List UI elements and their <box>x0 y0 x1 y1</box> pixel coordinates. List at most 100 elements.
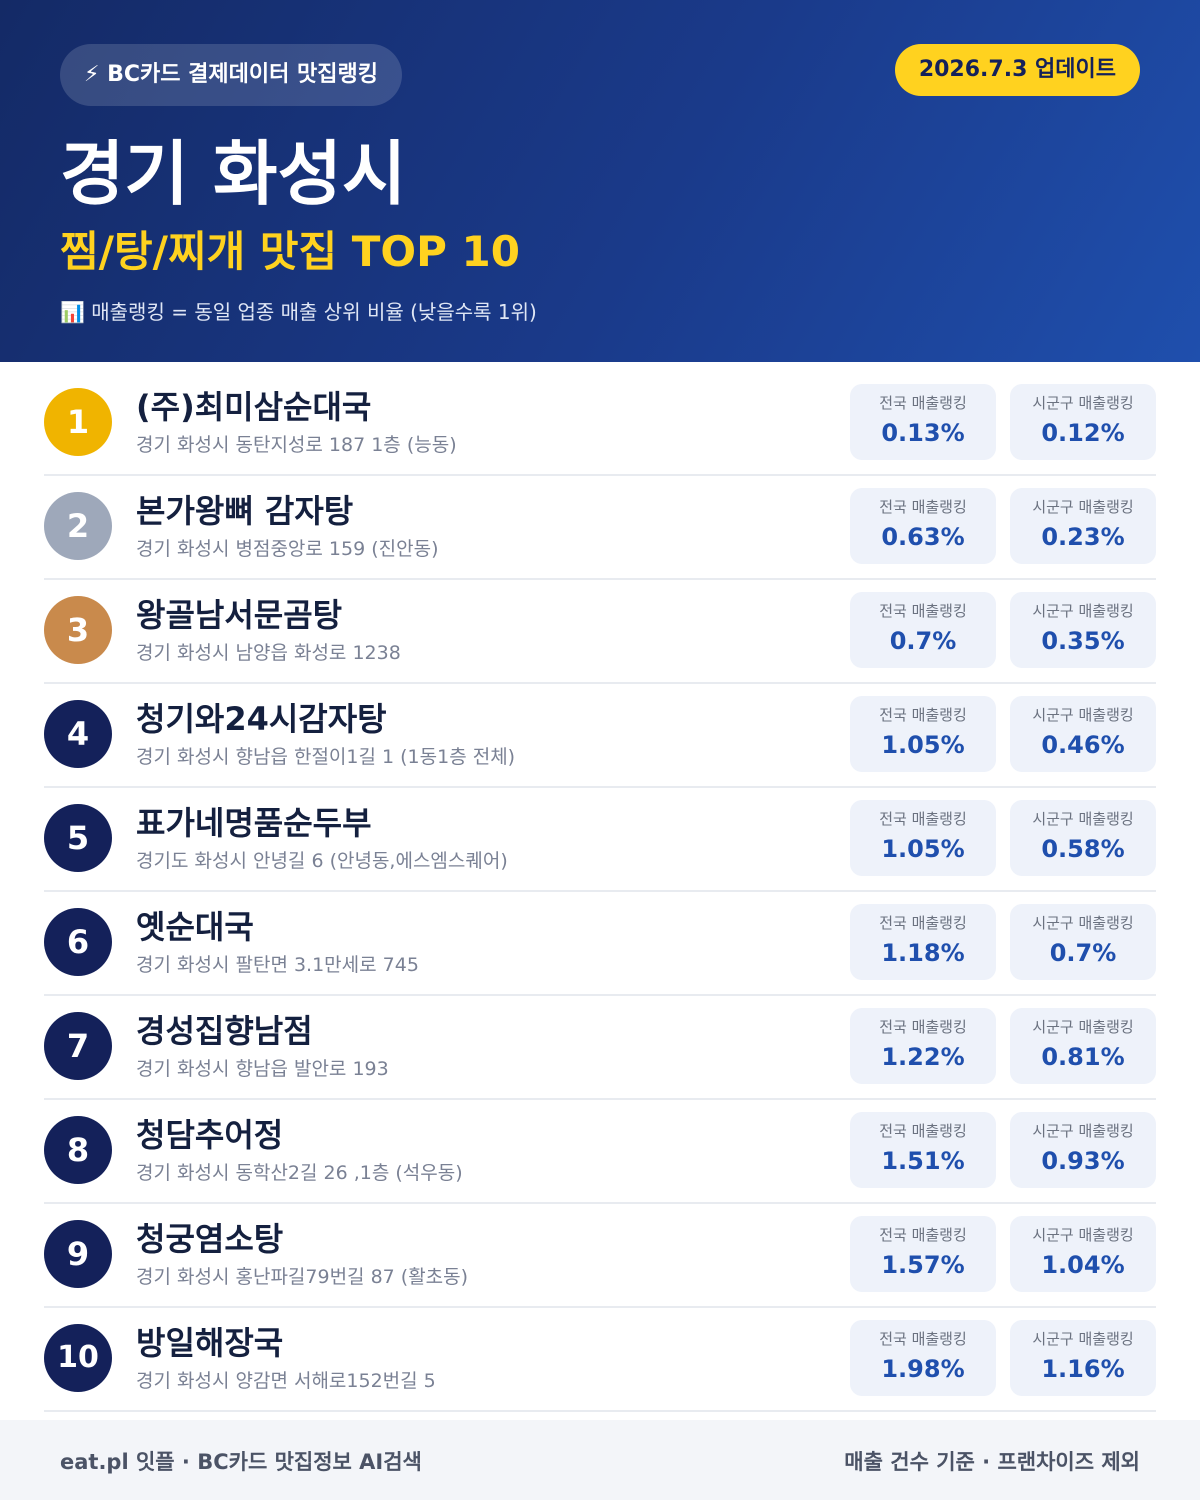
ranking-value: 1.05% <box>881 731 965 759</box>
restaurant-address: 경기 화성시 동학산2길 26 ,1층 (석우동) <box>136 1162 463 1184</box>
badge: ⚡ BC카드 결제데이터 맛집랭킹 <box>60 44 402 106</box>
ranking-value: 0.35% <box>1041 627 1125 655</box>
ranking-row: 10 방일해장국 경기 화성시 양감면 서해로152번길 5 전국 매출랭킹 1.98%… <box>44 1306 1156 1412</box>
ranking-box: 시군구 매출랭킹 0.46% <box>1010 696 1156 772</box>
restaurant-address: 경기 화성시 동탄지성로 187 1층 (능동) <box>136 434 457 456</box>
ranking-value: 0.58% <box>1041 835 1125 863</box>
ranking-value: 1.05% <box>881 835 965 863</box>
ranking-box: 전국 매출랭킹 0.13% <box>850 384 996 460</box>
ranking-box: 시군구 매출랭킹 0.23% <box>1010 488 1156 564</box>
subtitle: 찜/탕/찌개 맛집 TOP 10 <box>60 227 520 276</box>
ranking-value: 1.18% <box>881 939 965 967</box>
restaurant-address: 경기 화성시 향남읍 발안로 193 <box>136 1058 389 1080</box>
header: ⚡ BC카드 결제데이터 맛집랭킹 2026.7.3 업데이트 경기 화성시 찜… <box>0 0 1200 362</box>
ranking-label: 시군구 매출랭킹 <box>1032 1330 1134 1348</box>
title: 경기 화성시 <box>60 133 407 215</box>
ranking-label: 시군구 매출랭킹 <box>1032 1226 1134 1244</box>
ranking-row: 6 옛순대국 경기 화성시 팔탄면 3.1만세로 745 전국 매출랭킹 1.18% 시군… <box>44 890 1156 996</box>
ranking-value: 1.22% <box>881 1043 965 1071</box>
ranking-label: 전국 매출랭킹 <box>879 706 967 724</box>
ranking-value: 0.12% <box>1041 419 1125 447</box>
ranking-row: 7 경성집향남점 경기 화성시 향남읍 발안로 193 전국 매출랭킹 1.22% 시군구… <box>44 994 1156 1100</box>
ranking-box: 전국 매출랭킹 1.98% <box>850 1320 996 1396</box>
restaurant-name: 청궁염소탕 <box>136 1220 284 1258</box>
ranking-value: 1.51% <box>881 1147 965 1175</box>
rank-badge: 6 <box>44 908 112 976</box>
ranking-value: 0.93% <box>1041 1147 1125 1175</box>
footer: eat.pl 잇플 · BC카드 맛집정보 AI검색 매출 건수 기준 · 프랜… <box>0 1420 1200 1500</box>
update-date: 2026.7.3 업데이트 <box>894 44 1140 96</box>
ranking-label: 전국 매출랭킹 <box>879 1330 967 1348</box>
ranking-value: 1.57% <box>881 1251 965 1279</box>
ranking-box: 전국 매출랭킹 1.57% <box>850 1216 996 1292</box>
ranking-value: 0.46% <box>1041 731 1125 759</box>
rank-badge: 3 <box>44 596 112 664</box>
ranking-label: 전국 매출랭킹 <box>879 1226 967 1244</box>
ranking-value: 1.04% <box>1041 1251 1125 1279</box>
ranking-box: 전국 매출랭킹 1.05% <box>850 696 996 772</box>
ranking-box: 전국 매출랭킹 1.05% <box>850 800 996 876</box>
ranking-box: 전국 매출랭킹 0.7% <box>850 592 996 668</box>
ranking-box: 시군구 매출랭킹 0.93% <box>1010 1112 1156 1188</box>
rank-badge: 9 <box>44 1220 112 1288</box>
ranking-box: 전국 매출랭킹 1.22% <box>850 1008 996 1084</box>
ranking-value: 0.13% <box>881 419 965 447</box>
rank-badge: 4 <box>44 700 112 768</box>
ranking-label: 시군구 매출랭킹 <box>1032 1018 1134 1036</box>
ranking-label: 전국 매출랭킹 <box>879 1122 967 1140</box>
ranking-label: 전국 매출랭킹 <box>879 1018 967 1036</box>
ranking-label: 전국 매출랭킹 <box>879 810 967 828</box>
ranking-box: 전국 매출랭킹 1.18% <box>850 904 996 980</box>
ranking-box: 시군구 매출랭킹 0.58% <box>1010 800 1156 876</box>
ranking-box: 시군구 매출랭킹 0.81% <box>1010 1008 1156 1084</box>
restaurant-address: 경기 화성시 양감면 서해로152번길 5 <box>136 1370 436 1392</box>
ranking-value: 0.63% <box>881 523 965 551</box>
restaurant-name: 경성집향남점 <box>136 1012 313 1050</box>
restaurant-address: 경기 화성시 남양읍 화성로 1238 <box>136 642 401 664</box>
restaurant-address: 경기 화성시 향남읍 한절이1길 1 (1동1층 전체) <box>136 746 516 768</box>
ranking-label: 시군구 매출랭킹 <box>1032 914 1134 932</box>
rank-badge: 2 <box>44 492 112 560</box>
ranking-value: 0.7% <box>889 627 957 655</box>
rank-badge: 8 <box>44 1116 112 1184</box>
restaurant-name: 청담추어정 <box>136 1116 284 1154</box>
rank-badge: 5 <box>44 804 112 872</box>
ranking-label: 시군구 매출랭킹 <box>1032 706 1134 724</box>
restaurant-address: 경기 화성시 병점중앙로 159 (진안동) <box>136 538 439 560</box>
ranking-value: 1.16% <box>1041 1355 1125 1383</box>
restaurant-name: 청기와24시감자탕 <box>136 700 387 738</box>
restaurant-name: 표가네명품순두부 <box>136 804 372 842</box>
ranking-value: 1.98% <box>881 1355 965 1383</box>
ranking-row: 5 표가네명품순두부 경기도 화성시 안녕길 6 (안녕동,에스엠스퀘어) 전국 매출… <box>44 786 1156 892</box>
ranking-label: 전국 매출랭킹 <box>879 394 967 412</box>
note: 📊 매출랭킹 = 동일 업종 매출 상위 비율 (낮을수록 1위) <box>60 300 537 324</box>
restaurant-name: 본가왕뼈 감자탕 <box>136 492 354 530</box>
ranking-value: 0.23% <box>1041 523 1125 551</box>
rank-badge: 10 <box>44 1324 112 1392</box>
ranking-label: 시군구 매출랭킹 <box>1032 394 1134 412</box>
ranking-box: 시군구 매출랭킹 1.16% <box>1010 1320 1156 1396</box>
restaurant-name: 왕골남서문곰탕 <box>136 596 343 634</box>
restaurant-name: 옛순대국 <box>136 908 254 946</box>
ranking-box: 시군구 매출랭킹 0.12% <box>1010 384 1156 460</box>
ranking-label: 전국 매출랭킹 <box>879 602 967 620</box>
restaurant-address: 경기 화성시 팔탄면 3.1만세로 745 <box>136 954 419 976</box>
restaurant-name: (주)최미삼순대국 <box>136 388 372 426</box>
ranking-box: 시군구 매출랭킹 0.35% <box>1010 592 1156 668</box>
footer-left: eat.pl 잇플 · BC카드 맛집정보 AI검색 <box>60 1450 422 1474</box>
restaurant-address: 경기 화성시 홍난파길79번길 87 (활초동) <box>136 1266 469 1288</box>
ranking-label: 시군구 매출랭킹 <box>1032 1122 1134 1140</box>
rank-badge: 1 <box>44 388 112 456</box>
footer-right: 매출 건수 기준 · 프랜차이즈 제외 <box>844 1450 1140 1474</box>
ranking-label: 시군구 매출랭킹 <box>1032 602 1134 620</box>
ranking-label: 전국 매출랭킹 <box>879 498 967 516</box>
ranking-label: 시군구 매출랭킹 <box>1032 498 1134 516</box>
ranking-box: 시군구 매출랭킹 0.7% <box>1010 904 1156 980</box>
